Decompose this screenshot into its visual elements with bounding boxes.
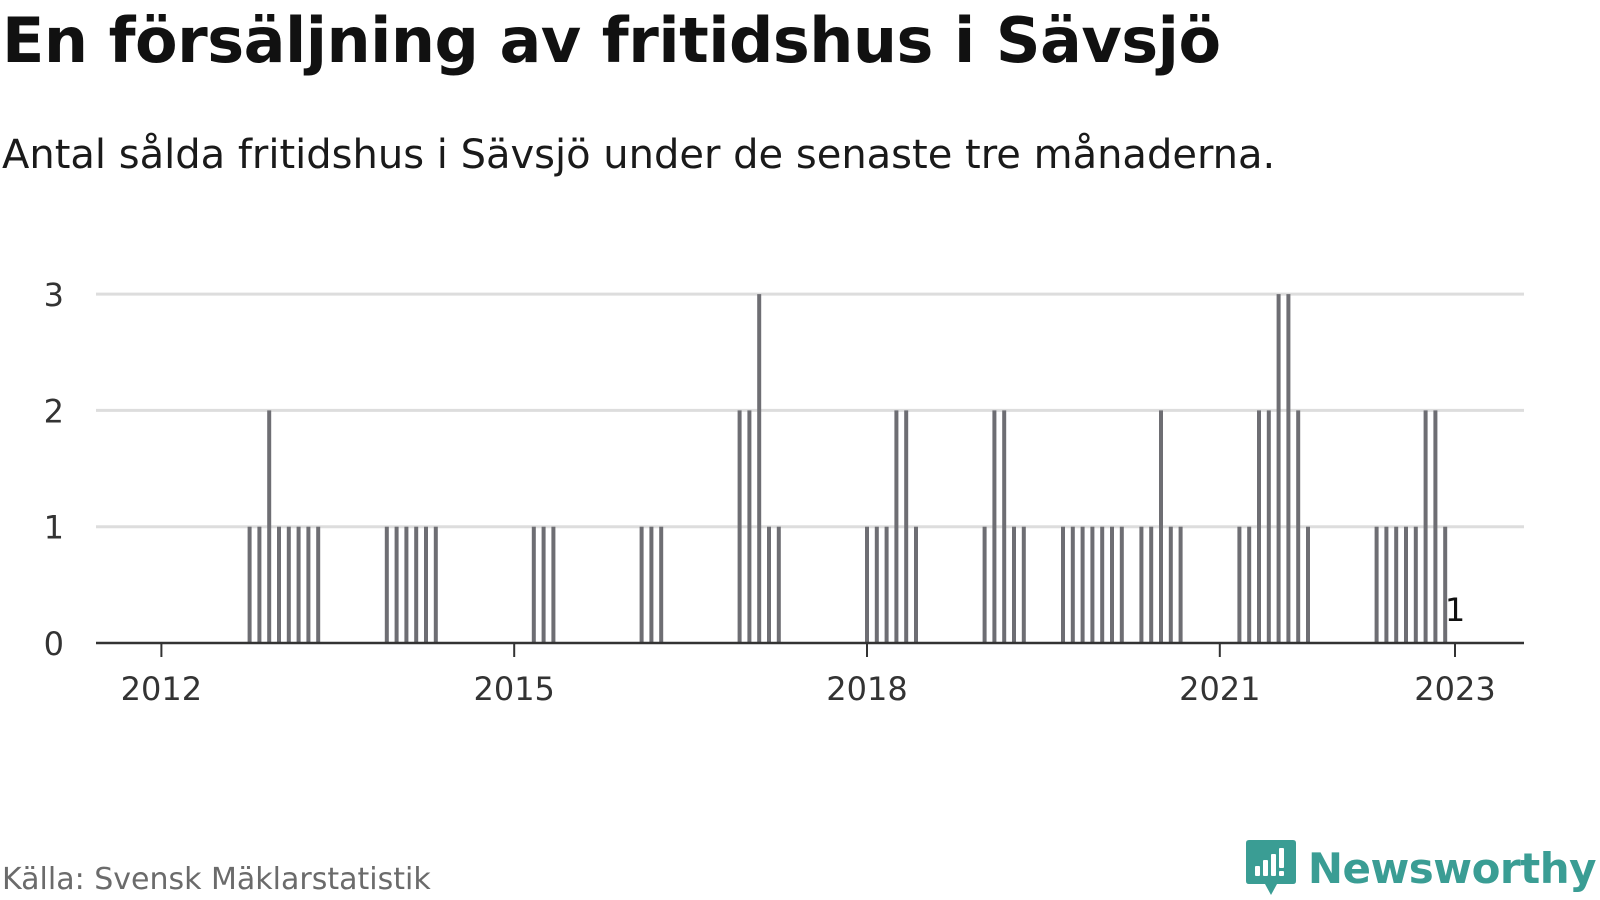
x-tick-label: 2012 [121,670,202,708]
bar-2014-02 [404,526,409,643]
bar-2021-04 [1247,526,1252,643]
bar-2019-10 [1070,526,1075,643]
bar-2017-04 [776,526,781,643]
bar-2018-03 [884,526,889,643]
bar-2019-03 [1002,410,1007,643]
bars [247,294,1448,643]
bar-2019-05 [1021,526,1026,643]
bar-2014-05 [433,526,438,643]
bar-2022-09 [1413,526,1418,643]
x-tick-label: 2018 [826,670,907,708]
bar-2017-03 [767,526,771,643]
source-note: Källa: Svensk Mäklarstatistik [2,862,431,897]
bar-2020-05 [1139,526,1144,643]
brand-logo: Newsworthy [1245,840,1597,895]
bar-2022-06 [1384,526,1389,643]
bar-2022-07 [1394,526,1399,643]
bar-2021-10 [1306,526,1310,643]
bar-2019-01 [982,526,987,643]
x-tick-label: 2023 [1414,670,1495,708]
bar-2018-05 [904,410,909,643]
bar-2015-04 [541,526,546,643]
bar-2021-09 [1296,410,1301,643]
bar-2019-11 [1080,526,1085,643]
bar-2022-10 [1423,410,1428,643]
bar-2014-01 [394,526,399,643]
bar-2020-02 [1110,526,1114,643]
x-tick-label: 2015 [473,670,554,708]
bar-2021-06 [1266,410,1271,643]
bar-2013-03 [296,526,301,643]
bar-2021-03 [1237,526,1242,643]
bar-2022-12 [1443,526,1448,643]
bar-2018-01 [865,526,869,643]
bar-2021-07 [1276,294,1281,643]
data-label-latest: 1 [1445,591,1465,629]
bar-2013-12 [384,526,389,643]
bar-2013-02 [286,526,291,643]
bar-2021-08 [1286,294,1291,643]
bar-2020-06 [1149,526,1154,643]
y-tick-label: 1 [44,509,64,547]
y-tick-label: 3 [44,276,64,314]
bar-2020-07 [1159,410,1163,643]
bar-2021-05 [1257,410,1261,643]
data-labels: 1 [1445,591,1465,629]
bar-2018-04 [894,410,899,643]
bar-2017-01 [747,410,752,643]
bar-2020-08 [1168,526,1173,643]
bar-2014-03 [414,526,419,643]
bar-2022-05 [1374,526,1379,643]
chart-title: En försäljning av fritidshus i Sävsjö [2,4,1221,77]
y-tick-label: 2 [44,392,64,430]
bar-2019-04 [1012,526,1016,643]
bar-2013-01 [277,526,281,643]
bar-2016-03 [649,526,654,643]
newsworthy-chart-bubble-icon [1245,840,1296,895]
bar-2016-02 [639,526,644,643]
bar-2022-11 [1433,410,1438,643]
bar-2018-02 [874,526,879,643]
bar-2016-04 [659,526,664,643]
bar-2020-09 [1178,526,1183,643]
bar-2017-02 [757,294,762,643]
bar-2019-02 [992,410,997,643]
bar-2016-12 [737,410,742,643]
bar-2014-04 [424,526,428,643]
bar-2013-05 [316,526,321,643]
bar-2019-09 [1061,526,1065,643]
bar-2012-11 [257,526,262,643]
bar-2022-08 [1404,526,1408,643]
bar-2020-03 [1119,526,1124,643]
bar-2015-03 [531,526,536,643]
bar-2015-05 [551,526,556,643]
chart-subtitle: Antal sålda fritidshus i Sävsjö under de… [2,132,1276,178]
bar-2013-04 [306,526,311,643]
y-tick-label: 0 [44,625,64,663]
axis-ticks: 0 1 2 3 2012 2015 2018 2021 2023 [44,276,1496,708]
bar-2012-10 [247,526,252,643]
x-tick-label: 2021 [1179,670,1260,708]
brand-name: Newsworthy [1307,843,1597,893]
bar-2020-01 [1100,526,1105,643]
bar-2018-06 [914,526,918,643]
gridlines [96,292,1524,529]
bar-2012-12 [267,410,272,643]
bar-2019-12 [1090,526,1095,643]
